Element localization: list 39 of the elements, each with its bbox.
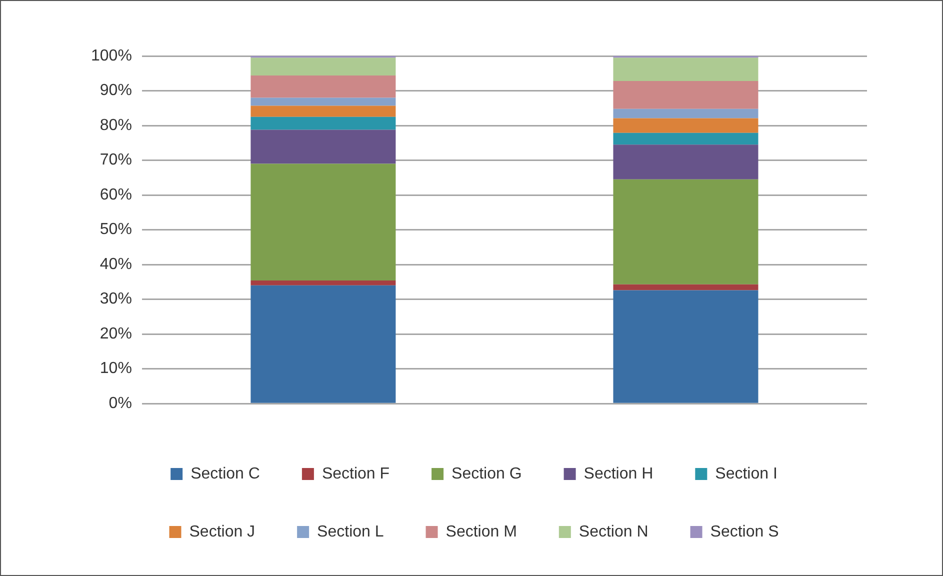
bar (250, 285, 396, 403)
bar (613, 179, 758, 284)
bar (613, 284, 758, 290)
y-tick-label: 50% (100, 221, 132, 238)
legend-label: Section M (446, 523, 517, 540)
legend-label: Section J (189, 523, 256, 540)
y-tick-label: 90% (100, 82, 132, 100)
bar (250, 164, 396, 281)
bar (613, 144, 758, 180)
legend-label: Section H (584, 465, 654, 482)
bar (613, 58, 758, 82)
bar (613, 118, 758, 133)
legend-label: Section S (710, 523, 779, 540)
legend-label: Section G (452, 465, 522, 482)
y-tick-label: 70% (100, 152, 132, 169)
bar (613, 290, 758, 403)
legend-label: Section L (317, 523, 384, 540)
bar (250, 75, 396, 98)
y-tick-label: 80% (100, 116, 132, 134)
legend-label: Section I (715, 465, 778, 482)
bar (250, 58, 396, 76)
y-tick-label: 40% (100, 256, 132, 273)
bar (250, 116, 396, 130)
bar (250, 98, 396, 106)
bar (250, 106, 396, 117)
legend-label: Section C (190, 465, 260, 482)
y-tick-label: 60% (100, 186, 132, 204)
legend-label: Section F (322, 465, 390, 482)
bar (613, 132, 758, 145)
y-tick-label: 0% (108, 395, 132, 412)
y-tick-label: 30% (100, 290, 132, 308)
y-tick-label: 100% (91, 47, 132, 64)
legend-label: Section N (578, 523, 648, 540)
bar (250, 280, 396, 286)
bar (613, 81, 758, 109)
y-tick-label: 10% (100, 360, 132, 378)
bar (613, 108, 758, 118)
y-tick-label: 20% (100, 325, 132, 342)
bar (250, 130, 396, 164)
